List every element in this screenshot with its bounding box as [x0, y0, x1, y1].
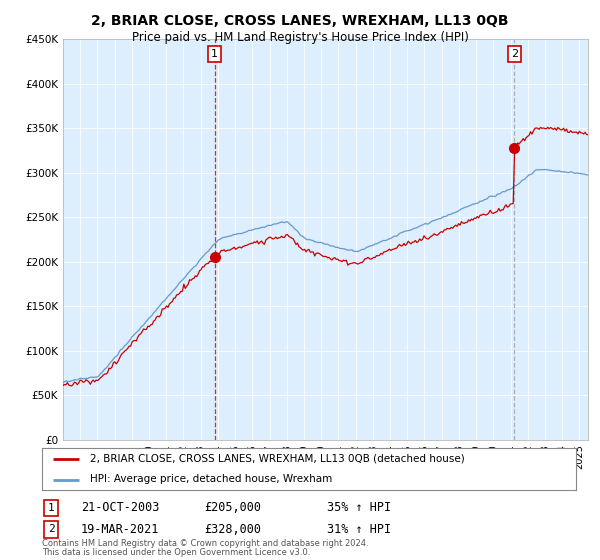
Text: 2, BRIAR CLOSE, CROSS LANES, WREXHAM, LL13 0QB: 2, BRIAR CLOSE, CROSS LANES, WREXHAM, LL… [91, 14, 509, 28]
Text: 2: 2 [511, 49, 518, 59]
Text: £328,000: £328,000 [204, 522, 261, 536]
Text: Contains HM Land Registry data © Crown copyright and database right 2024.: Contains HM Land Registry data © Crown c… [42, 539, 368, 548]
Text: 21-OCT-2003: 21-OCT-2003 [81, 501, 160, 515]
Text: 31% ↑ HPI: 31% ↑ HPI [327, 522, 391, 536]
Text: HPI: Average price, detached house, Wrexham: HPI: Average price, detached house, Wrex… [90, 474, 332, 484]
Text: 19-MAR-2021: 19-MAR-2021 [81, 522, 160, 536]
Text: This data is licensed under the Open Government Licence v3.0.: This data is licensed under the Open Gov… [42, 548, 310, 557]
Text: 2, BRIAR CLOSE, CROSS LANES, WREXHAM, LL13 0QB (detached house): 2, BRIAR CLOSE, CROSS LANES, WREXHAM, LL… [90, 454, 465, 464]
Text: 35% ↑ HPI: 35% ↑ HPI [327, 501, 391, 515]
Text: Price paid vs. HM Land Registry's House Price Index (HPI): Price paid vs. HM Land Registry's House … [131, 31, 469, 44]
Text: £205,000: £205,000 [204, 501, 261, 515]
Text: 1: 1 [211, 49, 218, 59]
Text: 1: 1 [47, 503, 55, 513]
Text: 2: 2 [47, 524, 55, 534]
